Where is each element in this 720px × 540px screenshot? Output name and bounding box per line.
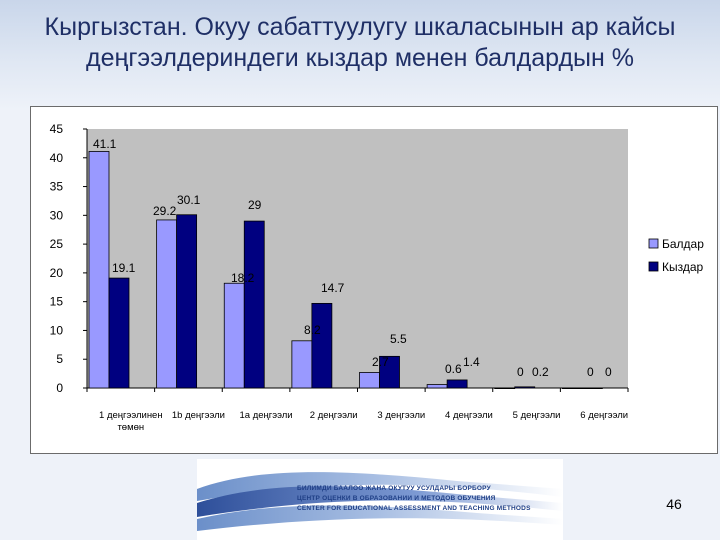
chart-panel: 0 5 10 15 20 25 30 35 40 45 1 деңгээлинен төмөн 1b д… [30, 106, 718, 454]
data-label-balдар: 0 [587, 365, 594, 379]
data-label-balдар: 0 [517, 365, 524, 379]
data-label-balдар: 2.7 [372, 355, 389, 369]
bar-balдар [223, 282, 245, 389]
bar-kyzdar [446, 379, 468, 389]
bar-kyzdar [514, 386, 536, 389]
x-tick-label: 1a деңгээли [240, 410, 293, 421]
data-label-balдар: 8.2 [304, 323, 321, 337]
slide-title: Кыргызстан. Окуу сабаттуулугу шкаласынын… [20, 12, 700, 74]
data-label-girls: 5.5 [390, 332, 407, 346]
bar-kyzdar [176, 214, 198, 389]
x-tick-label: 1 деңгээлинен [99, 410, 163, 421]
bar-balдар [291, 340, 313, 389]
y-tick-label: 35 [50, 180, 64, 194]
slide-title-line-2: деңгээлдериндеги кыздар менен балдардын … [86, 44, 634, 72]
y-tick-label: 0 [56, 381, 63, 395]
x-tick-label: 5 деңгээли [513, 410, 561, 421]
y-tick-label: 20 [50, 266, 64, 280]
x-tick-label: 3 деңгээли [377, 410, 425, 421]
data-label-girls: 19.1 [112, 261, 136, 275]
x-tick-label: 6 деңгээли [580, 410, 628, 421]
data-label-girls: 0 [605, 365, 612, 379]
y-tick-label: 45 [50, 122, 64, 136]
page-number: 46 [666, 496, 682, 512]
data-label-balдар: 0.6 [445, 362, 462, 376]
legend-swatch-girls [648, 261, 659, 272]
bar-kyzdar [243, 220, 265, 389]
x-tick-label: төмөн [117, 422, 144, 433]
bar-kyzdar [581, 387, 603, 390]
y-tick-label: 15 [50, 295, 64, 309]
data-label-girls: 0.2 [532, 365, 549, 379]
y-tick-label: 30 [50, 208, 64, 222]
logo-text-ru: ЦЕНТР ОЦЕНКИ В ОБРАЗОВАНИИ И МЕТОДОВ ОБУ… [297, 495, 496, 502]
x-tick-label: 2 деңгээли [310, 410, 358, 421]
data-label-girls: 30.1 [177, 193, 201, 207]
bar-balдар [156, 219, 178, 389]
bar-balдар [88, 151, 110, 389]
bar-kyzdar [311, 302, 333, 389]
data-label-balдар: 41.1 [93, 137, 117, 151]
legend-label-girls: Кыздар [662, 260, 704, 274]
bar-balдар [426, 384, 448, 389]
x-tick-label: 1b деңгээли [172, 410, 225, 421]
logo-text-en: CENTER FOR EDUCATIONAL ASSESSMENT AND TE… [297, 505, 531, 512]
x-tick-label: 4 деңгээли [445, 410, 493, 421]
slide-title-line-1: Кыргызстан. Окуу сабаттуулугу шкаласынын… [44, 13, 676, 41]
data-label-balдар: 29.2 [153, 204, 177, 218]
data-label-girls: 14.7 [321, 281, 345, 295]
bar-balдар [494, 387, 516, 390]
logo-swoosh-icon [197, 472, 563, 531]
data-label-girls: 29 [248, 198, 262, 212]
logo-text-kg: БИЛИМДИ БААЛОО ЖАНА ОКУТУУ УСУЛДАРЫ БОРБ… [297, 485, 491, 492]
bar-kyzdar [108, 277, 130, 389]
y-tick-label: 25 [50, 237, 64, 251]
bar-balдар [561, 387, 583, 390]
y-tick-label: 5 [56, 352, 63, 366]
bar-kyzdar [379, 355, 400, 389]
bar-balдар [359, 372, 380, 389]
y-tick-label: 40 [50, 151, 64, 165]
data-label-balдар: 18.2 [231, 271, 255, 285]
y-tick-label: 10 [50, 323, 64, 337]
data-label-girls: 1.4 [463, 355, 480, 369]
legend-swatch-boys [648, 238, 659, 249]
logo-banner: БИЛИМДИ БААЛОО ЖАНА ОКУТУУ УСУЛДАРЫ БОРБ… [197, 459, 563, 540]
legend-label-boys: Балдар [662, 237, 704, 251]
